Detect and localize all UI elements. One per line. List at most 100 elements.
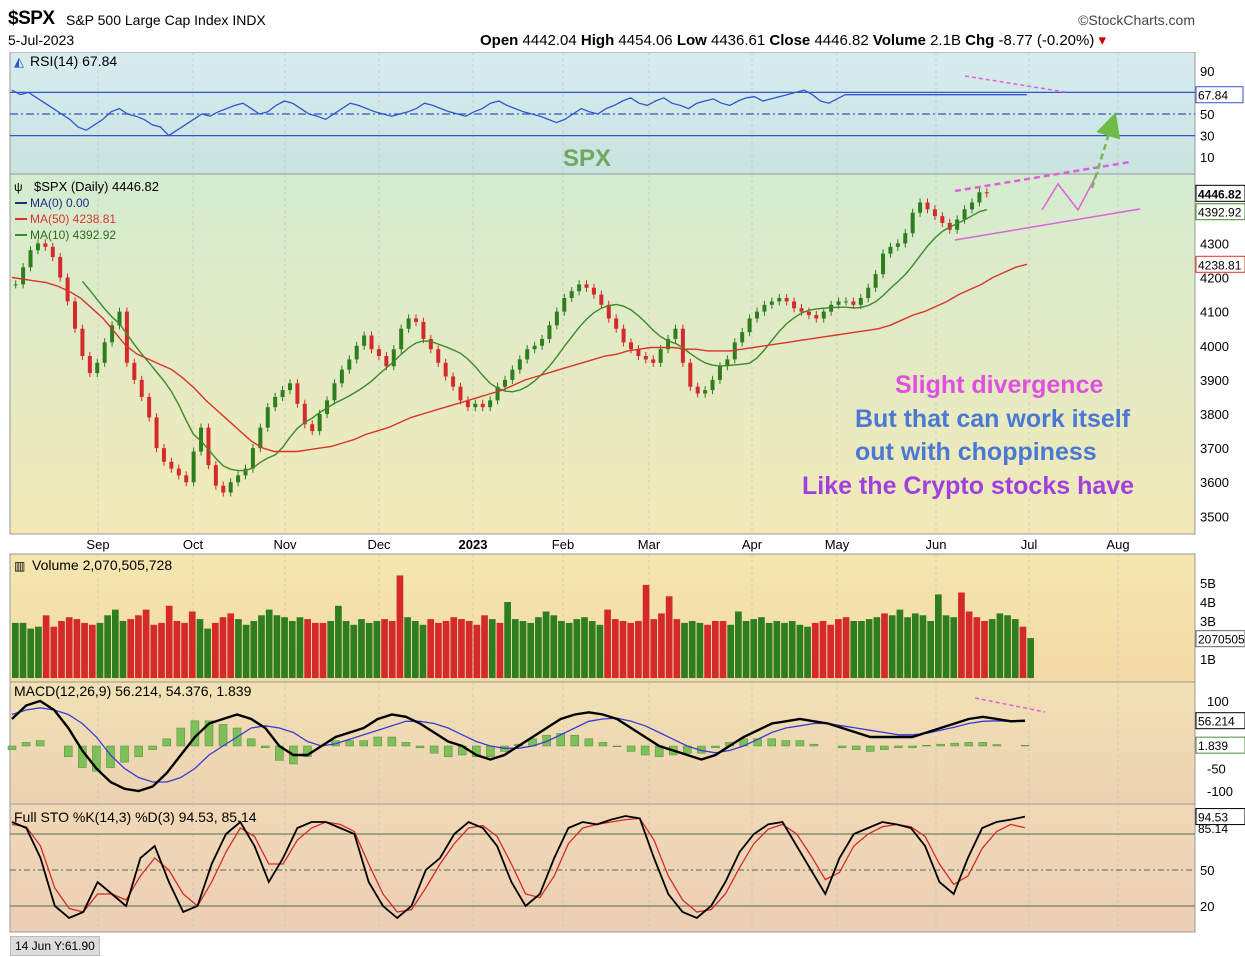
- candle-body: [903, 233, 908, 244]
- x-axis-label: Nov: [273, 537, 297, 552]
- chg-value: -8.77 (-0.20%): [998, 32, 1095, 49]
- candle-body: [532, 345, 537, 350]
- price-last-label: 4392.92: [1198, 206, 1242, 220]
- volume-value: 2.1B: [930, 32, 961, 49]
- exchange-label: INDX: [232, 12, 266, 28]
- volume-bar: [765, 622, 773, 678]
- candle-body: [391, 349, 396, 367]
- volume-bar: [650, 619, 658, 678]
- candle-body: [717, 366, 722, 380]
- candle-body: [384, 356, 389, 367]
- candle-body: [199, 427, 204, 452]
- rsi-last-box: [1195, 86, 1244, 104]
- candle-body: [13, 284, 18, 286]
- spx-watermark: SPX: [563, 145, 611, 172]
- macd-histogram-bar: [711, 745, 720, 749]
- volume-bar: [611, 619, 619, 678]
- macd-hist-last-label: 1.839: [1198, 739, 1228, 753]
- candle-body: [502, 379, 507, 387]
- stochastic-panel: [9, 803, 1196, 933]
- macd-histogram-bar: [486, 745, 495, 758]
- volume-bar: [358, 619, 365, 678]
- candle-body: [80, 328, 85, 356]
- macd-histogram-bar: [880, 745, 889, 750]
- candle-body: [932, 209, 937, 217]
- volume-bar: [311, 622, 319, 678]
- macd-histogram-bar: [950, 742, 959, 747]
- volume-bar: [188, 611, 196, 678]
- candle-body: [510, 369, 515, 380]
- macd-histogram-bar: [908, 745, 917, 749]
- x-axis-label-bottom: 2023: [459, 935, 488, 936]
- macd-histogram-bar: [162, 738, 172, 747]
- volume-bar: [619, 621, 627, 678]
- candle-body: [873, 274, 878, 288]
- candle-body: [955, 219, 960, 230]
- volume-bar: [911, 613, 919, 678]
- price-last-label: 4446.82: [1198, 187, 1242, 201]
- candle-body: [977, 192, 982, 203]
- macd-histogram-bar: [598, 742, 608, 747]
- volume-bar: [427, 619, 435, 678]
- volume-bar: [988, 619, 996, 678]
- ma10-line: [81, 209, 987, 472]
- candle-body: [658, 349, 663, 363]
- volume-bar: [404, 617, 411, 678]
- volume-bar: [296, 617, 304, 678]
- macd-histogram-bar: [865, 745, 875, 752]
- volume-bar: [865, 619, 873, 678]
- macd-histogram-bar: [345, 740, 354, 747]
- volume-bar: [135, 615, 142, 678]
- rsi-line: [11, 89, 1027, 137]
- close-value: 4446.82: [814, 32, 869, 49]
- volume-bar: [973, 617, 981, 678]
- volume-bar: [711, 621, 719, 678]
- volume-bar: [696, 622, 704, 678]
- volume-bar: [950, 617, 958, 678]
- volume-bar: [435, 622, 442, 678]
- price-last-label: 4238.81: [1198, 258, 1242, 272]
- candle-body: [35, 243, 40, 251]
- candle-body: [695, 386, 700, 394]
- volume-bar: [596, 624, 604, 678]
- candle-body: [421, 321, 426, 339]
- candle-body: [302, 403, 307, 425]
- rsi-last-label: 67.84: [1198, 89, 1228, 103]
- candle-icon: ψ: [14, 180, 23, 194]
- candle-body: [406, 318, 411, 329]
- x-axis-label: Feb: [552, 537, 574, 552]
- macd-histogram-bar: [429, 745, 439, 754]
- macd-histogram-bar: [134, 745, 143, 758]
- macd-hist-last-box: [1195, 736, 1245, 754]
- volume-bar: [88, 624, 96, 678]
- candle-body: [577, 284, 582, 292]
- annotation-line-2: But that can work itself: [855, 405, 1131, 433]
- ma50-legend: MA(50) 4238.81: [30, 212, 116, 226]
- volume-bar: [488, 619, 496, 678]
- macd-histogram-bar: [626, 745, 636, 752]
- volume-bar: [119, 621, 127, 678]
- volume-tick-label: 5B: [1200, 576, 1216, 591]
- ma0-legend: MA(0) 0.00: [30, 196, 90, 210]
- rsi-legend: RSI(14) 67.84: [30, 53, 117, 69]
- candle-body: [376, 349, 381, 356]
- x-axis-label: Apr: [742, 537, 763, 552]
- price-last-box: [1195, 184, 1245, 202]
- candle-body: [354, 345, 359, 360]
- macd-histogram-bar: [978, 742, 988, 747]
- volume-bar: [1027, 638, 1034, 678]
- volume-bar: [227, 613, 235, 678]
- candle-body: [258, 427, 263, 449]
- candle-body: [154, 417, 159, 449]
- price-tick-label: 4000: [1200, 339, 1229, 354]
- volume-last-box: [1195, 630, 1245, 648]
- candle-body: [584, 284, 589, 288]
- volume-bar: [27, 628, 35, 678]
- volume-bar: [65, 617, 73, 678]
- macd-histogram-bar: [218, 724, 228, 747]
- stock-chart[interactable]: 90 50 30 10 67.84 4300 4200 4100 4000 3900 3800 370…: [0, 52, 1245, 936]
- candle-body: [962, 209, 967, 220]
- volume-bar: [504, 602, 511, 678]
- volume-bar: [881, 613, 888, 678]
- breakout-arrow: [1090, 112, 1121, 189]
